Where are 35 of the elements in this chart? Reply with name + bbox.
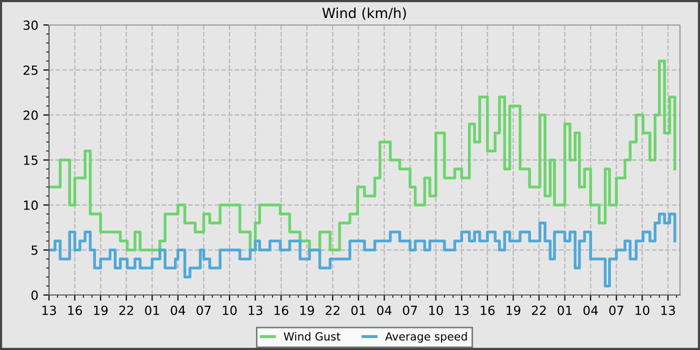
x-tick-label: 07	[402, 306, 417, 316]
x-tick-label: 10	[636, 306, 650, 316]
y-tick-label: 10	[24, 200, 38, 210]
x-tick-label: 13	[248, 306, 262, 316]
x-tick-label: 01	[558, 306, 572, 316]
x-tick-label: 10	[222, 306, 237, 316]
x-tick-label: 16	[274, 306, 288, 316]
y-tick-label: 5	[32, 246, 38, 255]
y-tick-label: 20	[24, 110, 38, 120]
y-tick-label: 0	[31, 290, 38, 300]
legend-label: Wind Gust	[284, 332, 340, 341]
x-tick-label: 22	[119, 306, 134, 315]
x-tick-label: 01	[145, 306, 159, 316]
x-tick-label: 13	[661, 306, 675, 316]
x-tick-label: 22	[326, 306, 340, 315]
y-tick-label: 30	[24, 20, 38, 30]
x-tick-label: 19	[94, 306, 108, 316]
x-tick-label: 16	[480, 306, 495, 316]
x-tick-label: 13	[455, 306, 469, 316]
y-tick-label: 25	[24, 65, 38, 75]
x-tick-label: 07	[196, 306, 211, 316]
x-tick-label: 04	[377, 306, 392, 316]
x-tick-label: 04	[583, 306, 598, 316]
legend-label: Average speed	[385, 332, 467, 343]
x-tick-label: 01	[351, 306, 366, 316]
x-tick-label: 22	[532, 306, 546, 315]
x-tick-label: 19	[506, 306, 520, 316]
x-tick-label: 07	[609, 306, 624, 316]
x-tick-label: 04	[170, 306, 186, 316]
x-tick-label: 19	[300, 306, 314, 316]
x-tick-label: 10	[429, 306, 443, 316]
x-tick-label: 16	[68, 306, 82, 316]
chart-title: Wind (km/h)	[322, 8, 406, 20]
x-tick-label: 13	[42, 306, 56, 316]
y-tick-label: 15	[24, 156, 38, 165]
